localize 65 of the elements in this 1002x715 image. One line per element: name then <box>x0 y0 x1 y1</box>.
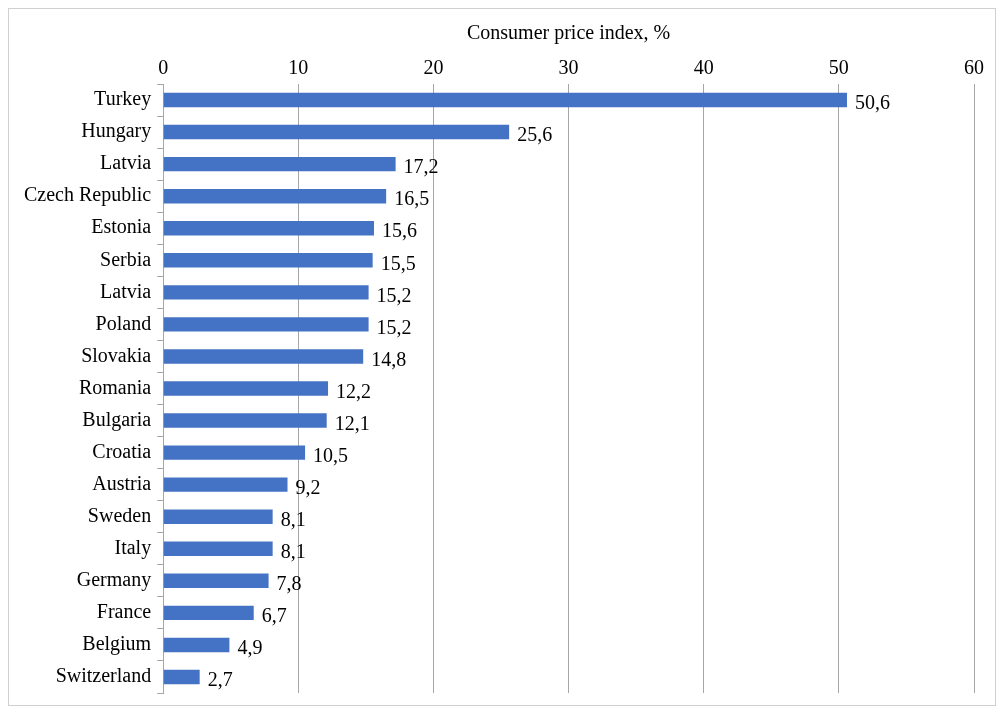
bar <box>163 381 329 396</box>
x-axis-title: Consumer price index, % <box>466 21 671 45</box>
y-tick-label: Bulgaria <box>82 407 152 431</box>
bar <box>163 156 396 172</box>
y-tick-label: Estonia <box>91 215 152 238</box>
data-label: 8,1 <box>280 507 306 530</box>
y-tick-label: France <box>96 600 152 623</box>
bar <box>163 669 200 685</box>
bar <box>163 285 369 300</box>
x-tick-label: 50 <box>828 56 849 79</box>
bar <box>163 573 269 589</box>
data-label: 12,1 <box>334 411 370 434</box>
y-tick-label: Turkey <box>94 87 152 111</box>
y-tick-label: Serbia <box>100 247 152 270</box>
data-label: 9,2 <box>295 475 321 498</box>
data-label: 15,2 <box>376 315 412 338</box>
data-label: 17,2 <box>403 155 439 178</box>
data-label: 8,1 <box>280 540 306 563</box>
y-tick-label: Latvia <box>100 279 152 302</box>
data-label: 2,7 <box>207 668 233 691</box>
data-label: 16,5 <box>394 187 430 210</box>
bar <box>163 92 847 108</box>
x-tick-label: 60 <box>964 56 984 79</box>
y-tick-label: Sweden <box>87 503 152 526</box>
y-tick-label: Belgium <box>82 632 152 656</box>
y-tick-label: Slovakia <box>81 343 152 366</box>
y-tick-label: Romania <box>78 375 152 398</box>
bar <box>163 124 510 140</box>
data-label: 6,7 <box>261 604 287 627</box>
data-label: 12,2 <box>336 379 372 402</box>
x-tick-label: 0 <box>158 56 169 79</box>
data-label: 25,6 <box>517 123 553 146</box>
bar <box>163 413 327 428</box>
bar <box>163 349 364 364</box>
bar <box>163 605 254 621</box>
x-tick-label: 20 <box>423 56 444 79</box>
bar <box>163 637 230 653</box>
y-tick-label: Czech Republic <box>23 183 152 207</box>
bar <box>163 541 273 556</box>
y-tick-label: Italy <box>114 536 152 560</box>
y-tick-label: Switzerland <box>55 664 152 687</box>
bar <box>163 221 374 236</box>
data-label: 15,5 <box>380 251 416 274</box>
y-tick-label: Latvia <box>100 151 152 174</box>
bar <box>163 445 306 460</box>
bar <box>163 317 369 332</box>
x-tick-label: 30 <box>558 56 579 79</box>
x-tick-label: 10 <box>288 56 309 79</box>
y-tick-label: Hungary <box>81 119 152 143</box>
x-tick-label: 40 <box>693 56 714 79</box>
data-label: 15,6 <box>381 219 417 242</box>
data-label: 15,2 <box>376 283 412 306</box>
y-tick-label: Poland <box>95 311 152 334</box>
bar <box>163 253 373 268</box>
data-label: 4,9 <box>237 636 263 659</box>
bar <box>163 477 288 492</box>
y-tick-label: Austria <box>92 471 152 494</box>
data-label: 10,5 <box>313 443 349 466</box>
data-label: 14,8 <box>371 347 407 370</box>
data-label: 50,6 <box>854 91 890 114</box>
y-tick-label: Germany <box>76 568 152 592</box>
bar <box>163 188 387 204</box>
y-tick-label: Croatia <box>92 439 152 462</box>
bar <box>163 509 273 524</box>
data-label: 7,8 <box>276 572 302 595</box>
